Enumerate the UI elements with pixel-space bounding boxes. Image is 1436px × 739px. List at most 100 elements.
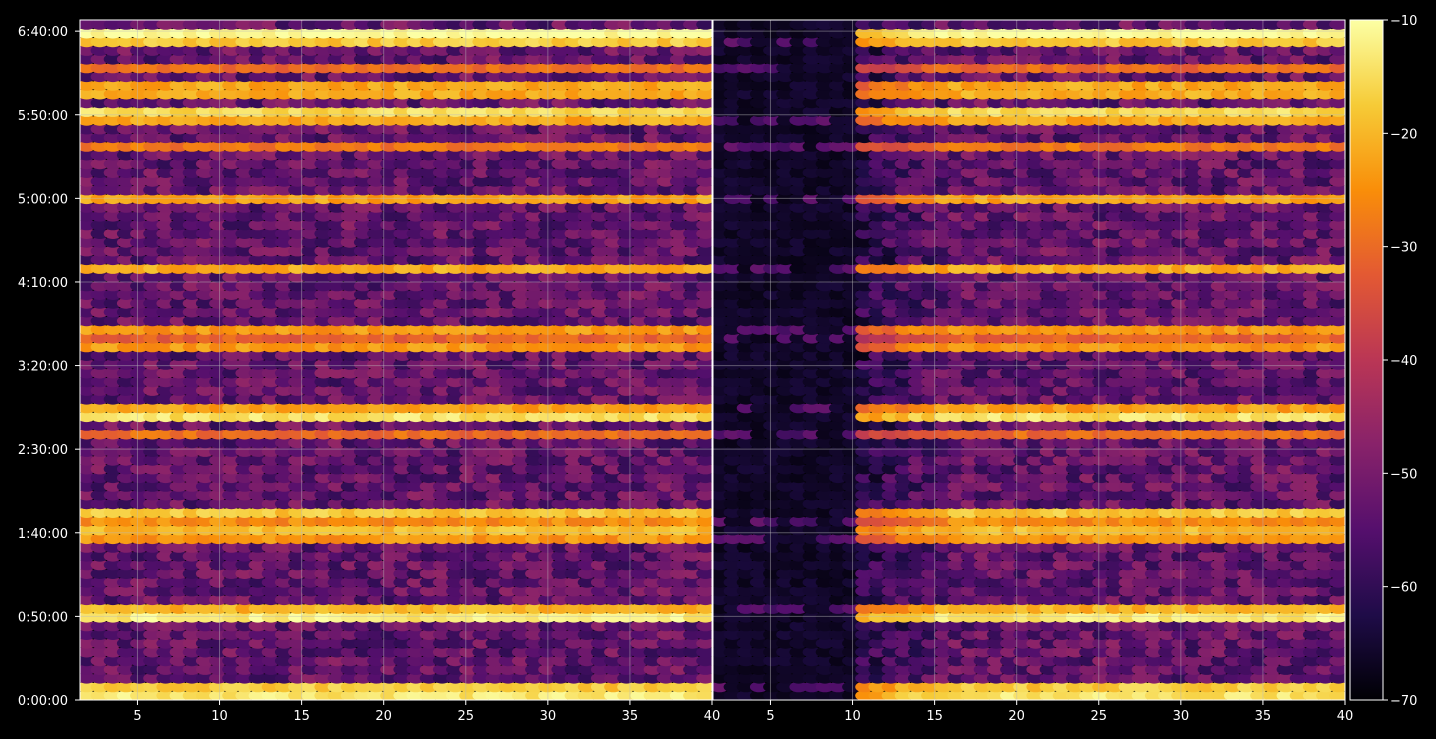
heatmap-cell xyxy=(947,559,966,571)
heatmap-cell xyxy=(314,507,333,518)
heatmap-cell xyxy=(630,542,649,553)
heatmap-cell xyxy=(261,446,281,457)
heatmap-cell xyxy=(498,27,518,39)
heatmap-cell xyxy=(1105,672,1124,684)
heatmap-cell xyxy=(525,472,544,484)
heatmap-cell xyxy=(169,524,188,536)
heatmap-cell xyxy=(235,280,254,292)
heatmap-cell xyxy=(749,515,769,527)
heatmap-cell xyxy=(656,280,676,292)
heatmap-cell xyxy=(696,141,712,152)
heatmap-cell xyxy=(683,681,702,693)
heatmap-cell xyxy=(419,367,439,379)
heatmap-cell xyxy=(538,559,557,571)
heatmap-cell xyxy=(1105,655,1124,667)
heatmap-cell xyxy=(656,289,676,300)
heatmap-cell xyxy=(683,341,702,353)
heatmap-cell xyxy=(459,576,478,588)
heatmap-cell xyxy=(472,637,491,649)
heatmap-cell xyxy=(485,463,504,475)
heatmap-cell xyxy=(736,524,756,536)
heatmap-cell xyxy=(855,489,874,501)
heatmap-cell xyxy=(604,367,623,379)
heatmap-cell xyxy=(353,219,373,231)
heatmap-cell xyxy=(630,280,649,292)
heatmap-cell xyxy=(617,533,636,545)
heatmap-cell xyxy=(736,655,756,667)
heatmap-cell xyxy=(301,568,320,579)
heatmap-cell xyxy=(656,550,676,562)
heatmap-cell xyxy=(1000,533,1019,545)
heatmap-cell xyxy=(723,472,742,484)
heatmap-cell xyxy=(842,594,861,606)
heatmap-cell xyxy=(538,655,557,667)
heatmap-cell xyxy=(446,463,465,475)
heatmap-cell xyxy=(116,80,136,91)
heatmap-cell xyxy=(380,385,399,396)
heatmap-cell xyxy=(116,306,136,318)
heatmap-cell xyxy=(986,620,1006,632)
heatmap-cell xyxy=(327,646,346,658)
heatmap-cell xyxy=(749,507,769,518)
heatmap-cell xyxy=(103,594,123,606)
heatmap-cell xyxy=(327,576,346,588)
heatmap-cell xyxy=(1118,603,1138,614)
heatmap-cell xyxy=(947,603,966,614)
heatmap-cell xyxy=(1276,524,1296,536)
heatmap-cell xyxy=(353,428,373,440)
heatmap-cell xyxy=(327,306,346,318)
heatmap-cell xyxy=(327,167,346,179)
heatmap-cell xyxy=(617,428,636,440)
heatmap-cell xyxy=(459,289,478,300)
heatmap-cell xyxy=(577,629,597,640)
heatmap-cell xyxy=(617,524,636,536)
heatmap-cell xyxy=(327,498,346,510)
heatmap-cell xyxy=(209,664,228,675)
heatmap-cell xyxy=(406,524,425,536)
heatmap-cell xyxy=(907,542,927,553)
heatmap-cell xyxy=(1302,637,1322,649)
heatmap-cell xyxy=(222,71,241,83)
heatmap-cell xyxy=(103,167,123,179)
heatmap-cell xyxy=(683,97,702,109)
heatmap-cell xyxy=(630,193,649,205)
heatmap-cell xyxy=(261,681,281,693)
heatmap-cell xyxy=(406,106,425,117)
heatmap-cell xyxy=(551,324,570,335)
heatmap-cell xyxy=(551,27,570,39)
heatmap-cell xyxy=(340,228,360,240)
heatmap-cell xyxy=(551,236,570,248)
heatmap-cell xyxy=(1052,542,1072,553)
heatmap-cell xyxy=(577,498,597,510)
heatmap-cell xyxy=(103,88,123,100)
heatmap-cell xyxy=(156,141,175,152)
heatmap-cell xyxy=(103,254,123,266)
heatmap-cell xyxy=(485,620,504,632)
heatmap-cell xyxy=(353,149,373,161)
heatmap-cell xyxy=(288,533,307,545)
heatmap-cell xyxy=(209,646,228,658)
heatmap-cell xyxy=(1223,611,1243,623)
heatmap-cell xyxy=(314,175,333,187)
heatmap-cell xyxy=(327,524,346,536)
heatmap-cell xyxy=(248,681,267,693)
heatmap-cell xyxy=(1263,481,1282,492)
heatmap-cell xyxy=(960,472,979,484)
heatmap-cell xyxy=(432,210,452,222)
heatmap-cell xyxy=(656,175,676,187)
heatmap-cell xyxy=(209,385,228,396)
heatmap-cell xyxy=(406,603,425,614)
heatmap-cell xyxy=(1092,533,1111,545)
heatmap-cell xyxy=(617,36,636,48)
heatmap-cell xyxy=(868,664,887,675)
heatmap-cell xyxy=(1276,576,1296,588)
heatmap-cell xyxy=(1000,664,1019,675)
heatmap-cell xyxy=(577,71,597,83)
heatmap-cell xyxy=(498,132,518,144)
left-heatmap-cells xyxy=(80,20,712,700)
heatmap-cell xyxy=(446,175,465,187)
heatmap-cell xyxy=(1250,620,1269,632)
heatmap-cell xyxy=(656,568,676,579)
heatmap-cell xyxy=(393,446,412,457)
heatmap-cell xyxy=(182,45,202,56)
